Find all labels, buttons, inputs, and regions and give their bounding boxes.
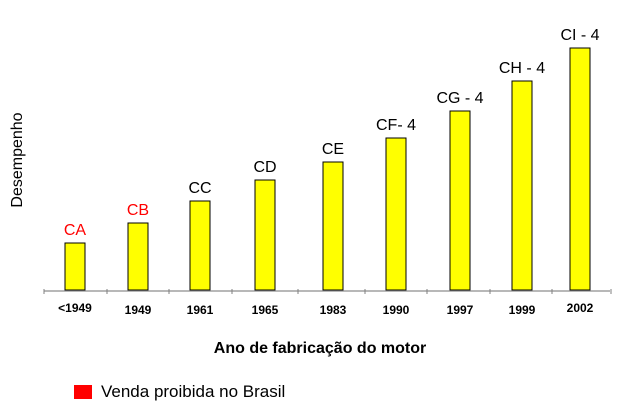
x-tick-label: <1949 — [58, 301, 92, 315]
bar — [511, 80, 533, 291]
x-tick-label: 1961 — [187, 303, 214, 317]
bar — [449, 110, 471, 291]
bar — [64, 242, 86, 291]
x-tick-label: 1983 — [320, 303, 347, 317]
x-tick-labels: <1949 1949 1961 1965 1983 1990 1997 1999 2002 — [58, 301, 594, 317]
bar — [385, 137, 407, 291]
x-tick-label: 1965 — [252, 303, 279, 317]
legend-label: Venda proibida no Brasil — [101, 382, 286, 401]
bar-label: CF- 4 — [376, 117, 416, 134]
bar — [322, 161, 344, 291]
x-tick-label: 2002 — [567, 301, 594, 315]
bar — [569, 47, 591, 291]
bar-label: CD — [253, 159, 276, 176]
legend: Venda proibida no Brasil — [74, 382, 285, 402]
x-tick-label: 1999 — [509, 303, 536, 317]
bar-label: CH - 4 — [499, 60, 545, 77]
bars — [64, 47, 591, 291]
bar-label: CE — [322, 141, 344, 158]
y-axis-title: Desempenho — [8, 105, 28, 215]
x-axis-ticks — [43, 289, 612, 294]
legend-swatch-red — [74, 385, 92, 399]
x-axis-title: Ano de fabricação do motor — [213, 340, 427, 357]
bar — [254, 179, 276, 291]
x-tick-label: 1997 — [447, 303, 474, 317]
bar — [189, 200, 211, 291]
bar-label: CC — [188, 180, 211, 197]
bar-labels: CA CB CC CD CE CF- 4 CG - 4 CH - 4 CI - 4 — [64, 27, 600, 239]
y-axis-title-text: Desempenho — [9, 112, 26, 208]
bar-label: CB — [127, 202, 149, 219]
bar-label: CI - 4 — [560, 27, 599, 44]
bar-label: CA — [64, 222, 87, 239]
x-tick-label: 1990 — [383, 303, 410, 317]
bar-label: CG - 4 — [436, 90, 483, 107]
x-tick-label: 1949 — [125, 303, 152, 317]
bar — [127, 222, 149, 291]
